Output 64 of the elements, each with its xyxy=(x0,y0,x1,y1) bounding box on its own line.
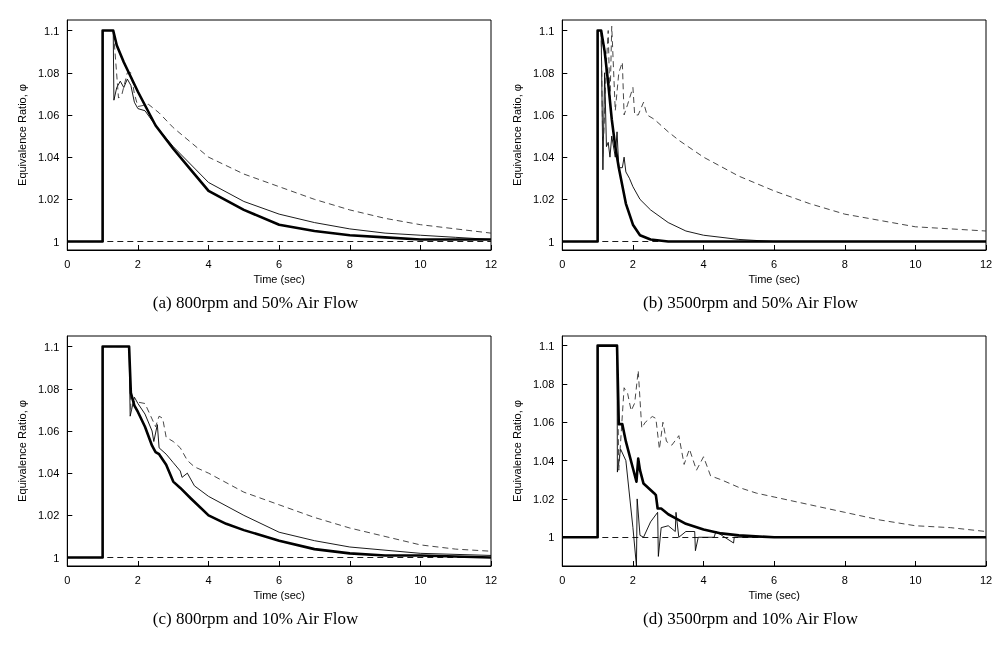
y-axis-title: Equivalence Ratio, φ xyxy=(510,400,523,502)
x-tick-label: 4 xyxy=(700,257,707,270)
y-tick-label: 1.04 xyxy=(532,454,555,467)
y-tick-label: 1 xyxy=(548,235,555,248)
text: (d) 3500rpm and 10% Air Flow xyxy=(643,609,859,628)
y-tick-label: 1.02 xyxy=(37,193,60,206)
x-tick-label: 10 xyxy=(414,257,427,270)
x-tick-label: 12 xyxy=(979,257,993,270)
x-tick-label: 8 xyxy=(346,257,353,270)
y-tick-label: 1.08 xyxy=(37,382,60,395)
x-tick-label: 0 xyxy=(559,573,566,586)
y-axis-title: Equivalence Ratio, φ xyxy=(510,84,523,186)
x-tick-label: 4 xyxy=(700,573,707,586)
y-tick-label: 1.1 xyxy=(44,24,60,37)
y-tick-label: 1.08 xyxy=(37,66,60,79)
y-tick-label: 1 xyxy=(53,235,60,248)
y-tick-label: 1.06 xyxy=(532,108,555,121)
x-tick-label: 4 xyxy=(205,257,212,270)
y-tick-label: 1.08 xyxy=(532,377,555,390)
x-axis-title: Time (sec) xyxy=(748,589,800,602)
y-tick-label: 1.08 xyxy=(532,66,555,79)
x-tick-label: 10 xyxy=(909,257,922,270)
y-tick-label: 1.02 xyxy=(532,193,555,206)
y-axis-title: Equivalence Ratio, φ xyxy=(15,400,28,502)
y-tick-label: 1.04 xyxy=(532,151,555,164)
y-tick-label: 1.04 xyxy=(37,467,60,480)
x-tick-label: 12 xyxy=(979,573,993,586)
text: (a) 800rpm and 50% Air Flow xyxy=(152,293,359,312)
y-tick-label: 1.04 xyxy=(37,151,60,164)
x-tick-label: 8 xyxy=(841,573,848,586)
x-tick-label: 10 xyxy=(909,573,922,586)
y-tick-label: 1.02 xyxy=(532,492,555,505)
x-tick-label: 6 xyxy=(276,573,283,586)
y-axis-title: Equivalence Ratio, φ xyxy=(15,84,28,186)
x-tick-label: 0 xyxy=(64,257,71,270)
y-tick-label: 1.1 xyxy=(539,24,555,37)
y-tick-label: 1 xyxy=(53,551,60,564)
text: (c) 800rpm and 10% Air Flow xyxy=(152,609,359,628)
x-tick-label: 2 xyxy=(629,257,636,270)
y-tick-label: 1.1 xyxy=(539,339,555,352)
x-tick-label: 4 xyxy=(205,573,212,586)
y-tick-label: 1.06 xyxy=(37,108,60,121)
x-axis-title: Time (sec) xyxy=(253,589,305,602)
x-tick-label: 12 xyxy=(484,257,498,270)
x-tick-label: 10 xyxy=(414,573,427,586)
y-tick-label: 1.06 xyxy=(532,416,555,429)
x-axis-title: Time (sec) xyxy=(253,273,305,286)
x-tick-label: 6 xyxy=(771,257,778,270)
y-tick-label: 1.02 xyxy=(37,509,60,522)
x-tick-label: 12 xyxy=(484,573,498,586)
x-axis-title: Time (sec) xyxy=(748,273,800,286)
x-tick-label: 0 xyxy=(64,573,71,586)
y-tick-label: 1.1 xyxy=(44,340,60,353)
x-tick-label: 8 xyxy=(346,573,353,586)
x-tick-label: 2 xyxy=(134,573,141,586)
y-tick-label: 1 xyxy=(548,531,555,544)
x-tick-label: 0 xyxy=(559,257,566,270)
x-tick-label: 2 xyxy=(629,573,636,586)
x-tick-label: 6 xyxy=(771,573,778,586)
x-tick-label: 8 xyxy=(841,257,848,270)
text: (b) 3500rpm and 50% Air Flow xyxy=(643,293,859,312)
x-tick-label: 2 xyxy=(134,257,141,270)
y-tick-label: 1.06 xyxy=(37,424,60,437)
x-tick-label: 6 xyxy=(276,257,283,270)
